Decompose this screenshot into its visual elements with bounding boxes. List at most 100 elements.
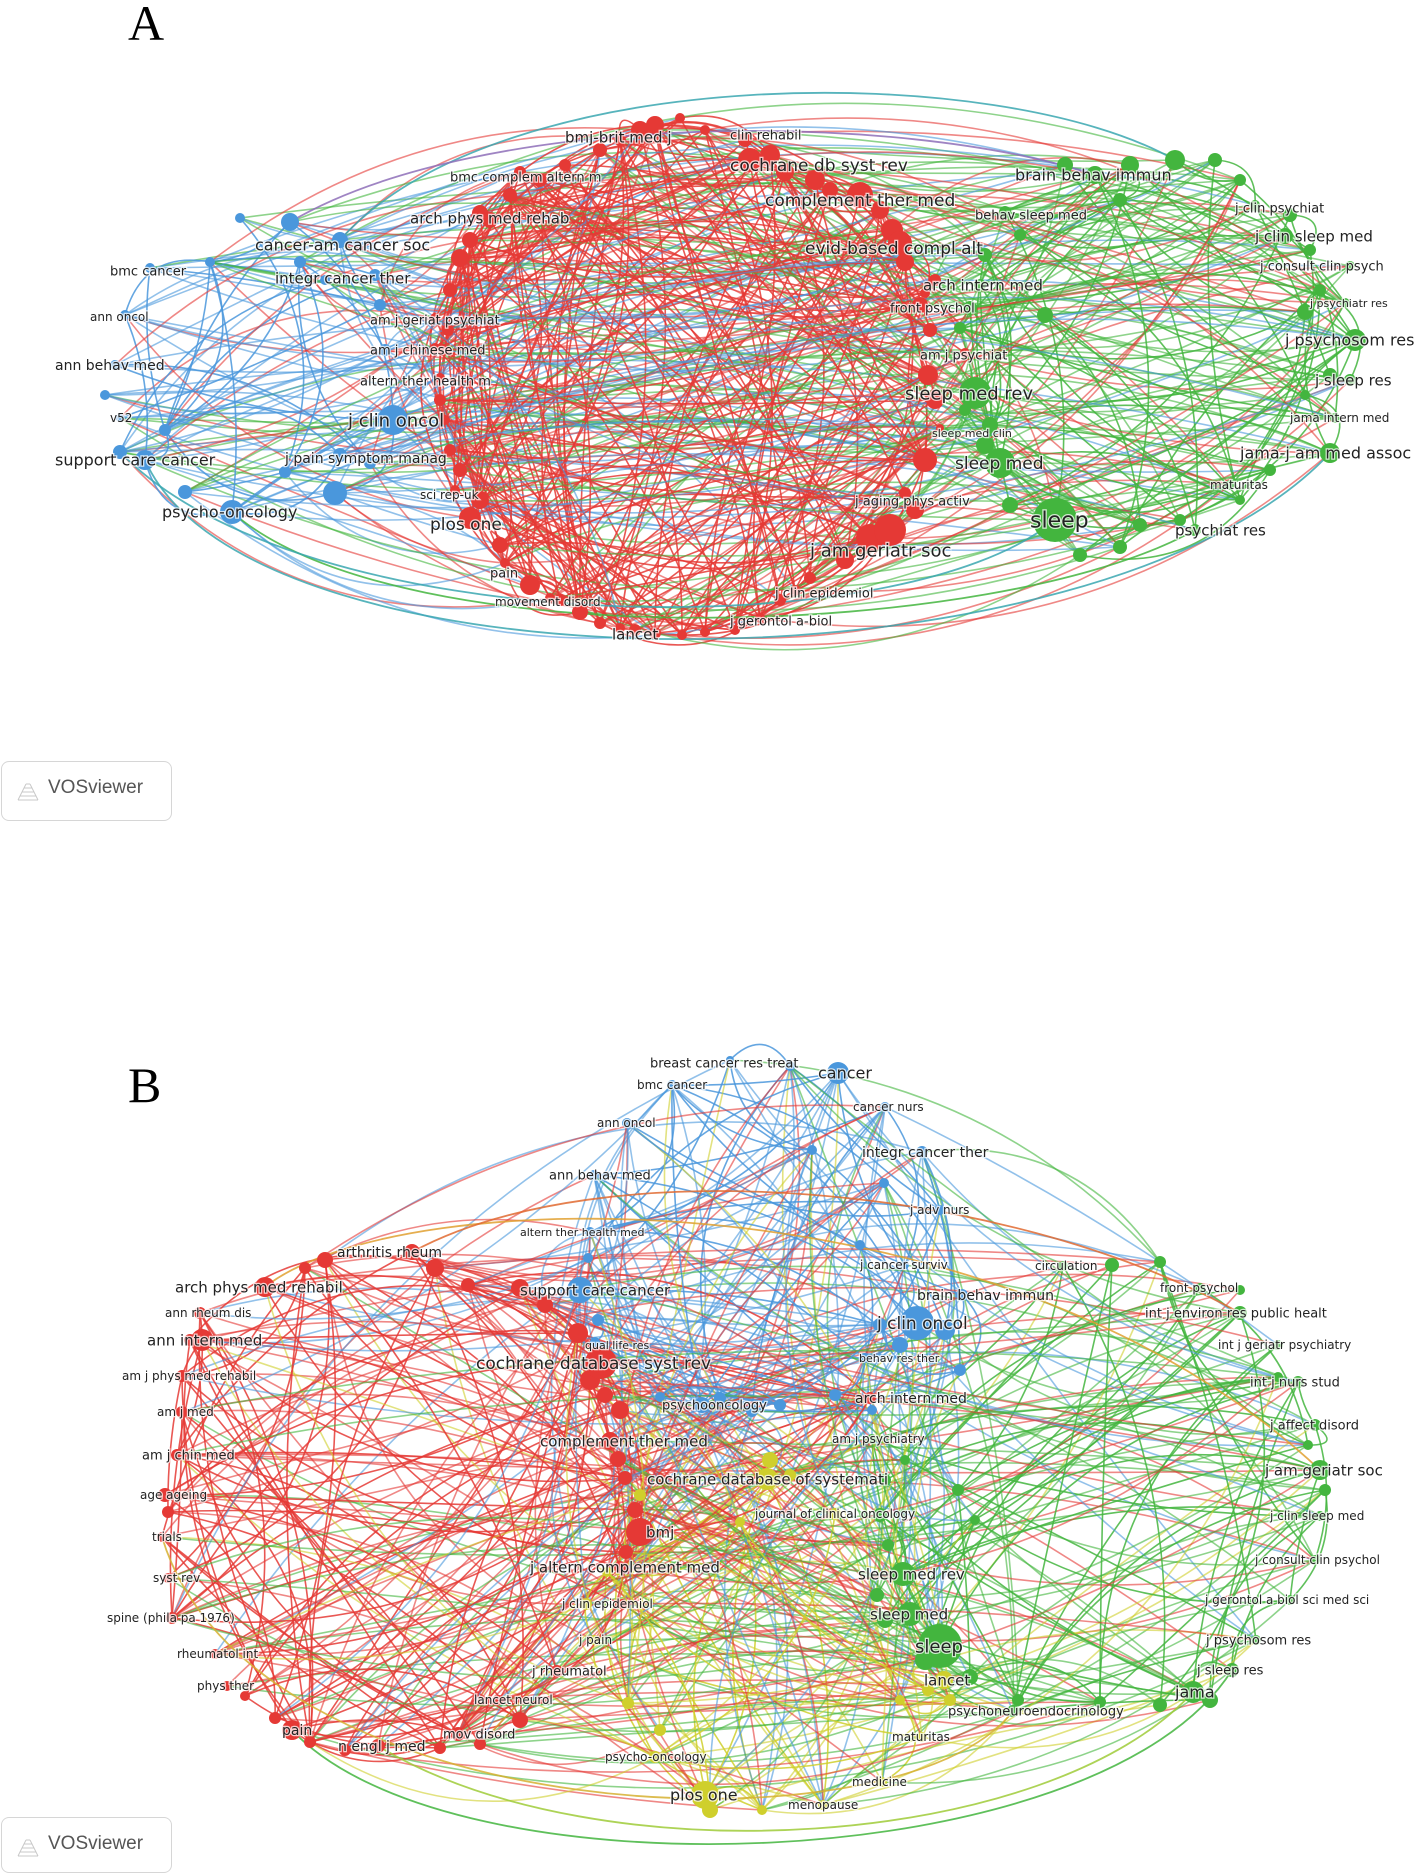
network-node[interactable]	[1113, 193, 1127, 207]
network-node[interactable]	[962, 1669, 978, 1685]
network-node[interactable]	[1344, 374, 1356, 386]
network-node[interactable]	[774, 1399, 786, 1411]
network-node[interactable]	[899, 487, 911, 499]
network-node[interactable]	[442, 324, 454, 336]
network-node[interactable]	[240, 1691, 250, 1701]
network-node[interactable]	[585, 1347, 617, 1379]
network-node[interactable]	[332, 232, 348, 248]
network-node[interactable]	[1182, 1681, 1204, 1703]
network-node[interactable]	[631, 121, 649, 139]
network-node[interactable]	[1094, 1696, 1106, 1708]
network-node[interactable]	[895, 1695, 905, 1705]
network-node[interactable]	[1086, 166, 1104, 184]
network-node[interactable]	[255, 1277, 275, 1297]
network-node[interactable]	[622, 1697, 634, 1709]
network-node[interactable]	[554, 594, 566, 606]
network-node[interactable]	[896, 253, 914, 271]
network-node[interactable]	[379, 344, 391, 356]
network-node[interactable]	[807, 1145, 817, 1155]
network-node[interactable]	[1113, 540, 1127, 554]
network-node[interactable]	[892, 1337, 908, 1353]
network-node[interactable]	[1189, 524, 1201, 536]
network-node[interactable]	[503, 188, 517, 202]
network-node[interactable]	[492, 537, 508, 553]
network-node[interactable]	[649, 1751, 661, 1763]
network-node[interactable]	[960, 348, 970, 358]
network-node[interactable]	[1153, 1698, 1167, 1712]
network-node[interactable]	[618, 1471, 632, 1485]
network-node[interactable]	[738, 148, 762, 172]
network-node[interactable]	[1340, 298, 1350, 308]
network-node[interactable]	[700, 125, 710, 135]
network-node[interactable]	[1285, 1595, 1295, 1605]
network-node[interactable]	[590, 1337, 600, 1347]
network-node[interactable]	[730, 625, 740, 635]
network-node[interactable]	[374, 299, 386, 311]
network-node[interactable]	[568, 1323, 588, 1343]
network-node[interactable]	[1165, 150, 1185, 170]
network-node[interactable]	[1319, 1484, 1331, 1496]
network-node[interactable]	[450, 485, 460, 495]
network-node[interactable]	[822, 182, 838, 198]
network-node[interactable]	[677, 630, 687, 640]
network-node[interactable]	[985, 448, 1015, 478]
network-node[interactable]	[1208, 153, 1222, 167]
network-node[interactable]	[879, 1474, 891, 1486]
network-node[interactable]	[110, 360, 120, 370]
network-node[interactable]	[511, 1279, 529, 1297]
network-node[interactable]	[471, 491, 489, 509]
network-node[interactable]	[281, 213, 299, 231]
network-node[interactable]	[157, 1532, 167, 1542]
network-node[interactable]	[1330, 413, 1340, 423]
network-node[interactable]	[867, 1405, 877, 1415]
network-node[interactable]	[944, 1694, 956, 1706]
network-node[interactable]	[1273, 1372, 1283, 1382]
network-node[interactable]	[847, 182, 873, 208]
network-node[interactable]	[594, 617, 606, 629]
network-node[interactable]	[634, 1489, 646, 1501]
network-node[interactable]	[935, 1205, 945, 1215]
network-node[interactable]	[855, 1240, 865, 1250]
network-node[interactable]	[874, 514, 906, 546]
network-node[interactable]	[461, 1278, 475, 1292]
network-node[interactable]	[435, 373, 445, 383]
network-node[interactable]	[978, 248, 992, 262]
network-node[interactable]	[585, 1227, 595, 1237]
network-node[interactable]	[922, 1684, 934, 1696]
network-node[interactable]	[145, 263, 155, 273]
network-node[interactable]	[880, 1102, 890, 1112]
network-node[interactable]	[1235, 1285, 1245, 1295]
network-node[interactable]	[1264, 464, 1276, 476]
network-node[interactable]	[163, 1573, 173, 1583]
network-node[interactable]	[589, 1635, 599, 1645]
network-node[interactable]	[627, 1502, 643, 1518]
network-node[interactable]	[917, 1732, 927, 1742]
network-node[interactable]	[1320, 443, 1340, 463]
network-node[interactable]	[1344, 329, 1366, 351]
network-node[interactable]	[434, 394, 446, 406]
network-node[interactable]	[829, 1389, 841, 1401]
network-node[interactable]	[610, 1451, 626, 1467]
network-node[interactable]	[567, 1277, 593, 1303]
network-node[interactable]	[500, 558, 510, 568]
network-node[interactable]	[545, 593, 555, 603]
network-node[interactable]	[1345, 261, 1355, 271]
network-node[interactable]	[597, 1387, 613, 1403]
network-node[interactable]	[317, 1252, 333, 1268]
network-node[interactable]	[194, 1307, 206, 1319]
network-node[interactable]	[1315, 1511, 1325, 1521]
network-node[interactable]	[451, 1727, 465, 1741]
network-node[interactable]	[756, 1468, 778, 1490]
network-node[interactable]	[935, 1671, 953, 1689]
network-node[interactable]	[1174, 514, 1186, 526]
network-node[interactable]	[1105, 1258, 1119, 1272]
network-node[interactable]	[622, 1118, 632, 1128]
network-node[interactable]	[1225, 1663, 1239, 1677]
network-node[interactable]	[867, 1434, 877, 1444]
network-node[interactable]	[735, 1517, 745, 1527]
network-node[interactable]	[589, 1170, 599, 1180]
network-node[interactable]	[320, 275, 330, 285]
network-node[interactable]	[191, 1329, 213, 1351]
network-node[interactable]	[580, 1598, 592, 1610]
network-node[interactable]	[629, 624, 641, 636]
